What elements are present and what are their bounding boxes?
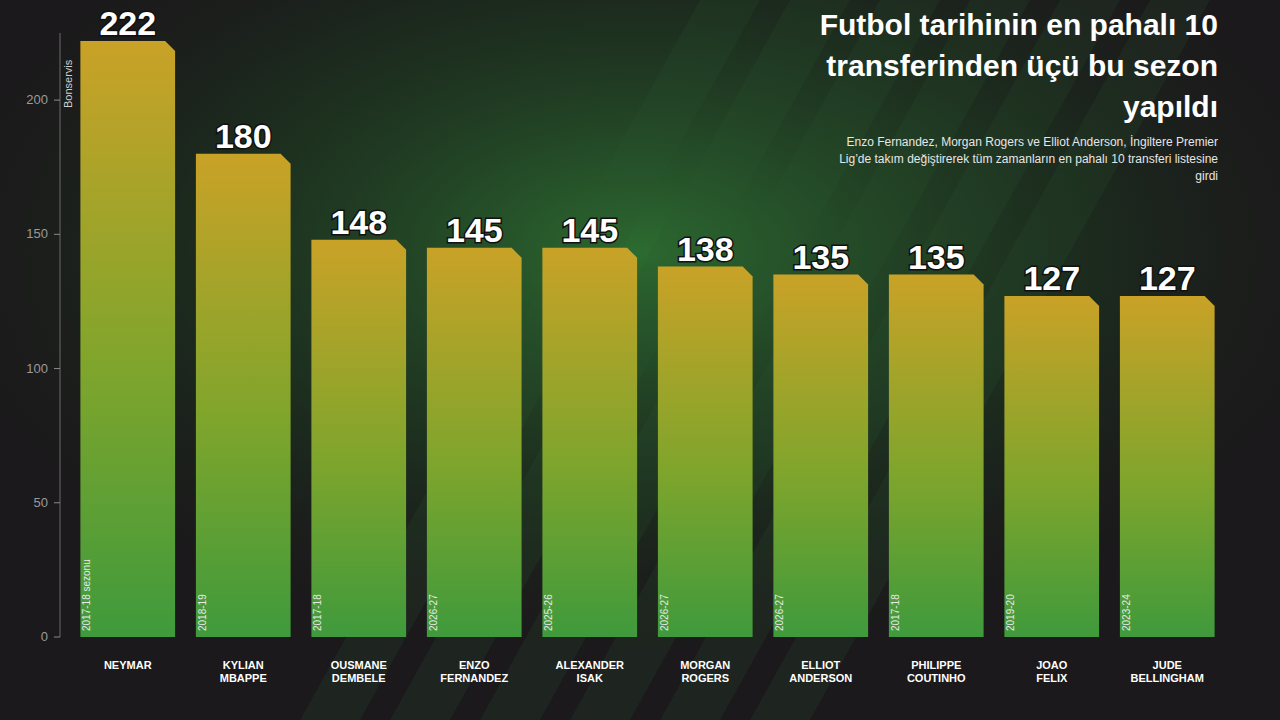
bars xyxy=(80,41,1214,637)
category-line: COUTINHO xyxy=(907,672,966,684)
decor-stripe xyxy=(570,0,1030,720)
subtitle: Enzo Fernandez, Morgan Rogers ve Elliot … xyxy=(818,134,1218,185)
season-label: 2026-27 xyxy=(428,594,439,631)
category-line: MORGAN xyxy=(680,659,730,671)
y-tick-label: 0 xyxy=(41,629,48,644)
category-line: FERNANDEZ xyxy=(440,672,508,684)
category-label: ENZOFERNANDEZ xyxy=(440,659,508,684)
background-glow xyxy=(0,0,1280,720)
category-line: KYLIAN xyxy=(223,659,264,671)
data-label: 135 xyxy=(792,238,849,276)
category-line: FELIX xyxy=(1036,672,1068,684)
category-label: OUSMANEDEMBELE xyxy=(331,659,387,684)
y-tick xyxy=(54,234,60,235)
category-label: KYLIANMBAPPE xyxy=(220,659,267,684)
category-line: NEYMAR xyxy=(104,659,152,671)
category-line: MBAPPE xyxy=(220,672,267,684)
decor-stripe xyxy=(300,0,760,720)
y-tick-label: 150 xyxy=(26,226,48,241)
y-tick-label: 200 xyxy=(26,92,48,107)
category-line: ISAK xyxy=(577,672,603,684)
category-label: MORGANROGERS xyxy=(680,659,730,684)
category-line: JOAO xyxy=(1036,659,1068,671)
season-label: 2023-24 xyxy=(1121,594,1132,631)
bar xyxy=(658,267,753,637)
category-label: NEYMAR xyxy=(104,659,152,671)
data-label: 127 xyxy=(1023,259,1080,297)
stage: 0 50 100 150 200 Bonservis 222 2017-18 sezonu NE… xyxy=(0,0,1280,720)
season-label: 2026-27 xyxy=(659,594,670,631)
y-tick xyxy=(54,368,60,369)
labels: 2222017-18 sezonuNEYMAR1802018-19KYLIANM… xyxy=(81,4,1204,684)
season-label: 2017-18 xyxy=(312,594,323,631)
category-line: ALEXANDER xyxy=(556,659,625,671)
bar xyxy=(427,248,522,637)
bar xyxy=(196,154,291,637)
season-label: 2025-26 xyxy=(543,594,554,631)
bar xyxy=(311,240,406,637)
data-label: 138 xyxy=(677,230,734,268)
data-label: 180 xyxy=(215,117,272,155)
category-line: ENZO xyxy=(459,659,490,671)
bar xyxy=(542,248,637,637)
background xyxy=(0,0,1280,720)
data-label: 145 xyxy=(561,211,618,249)
y-tick xyxy=(54,502,60,503)
category-line: ROGERS xyxy=(681,672,729,684)
season-label: 2026-27 xyxy=(774,594,785,631)
y-tick-label: 50 xyxy=(34,495,48,510)
category-line: ANDERSON xyxy=(789,672,852,684)
data-label: 145 xyxy=(446,211,503,249)
season-label: 2018-19 xyxy=(197,594,208,631)
season-label: 2019-20 xyxy=(1005,594,1016,631)
bar xyxy=(1120,296,1215,637)
data-label: 222 xyxy=(99,4,156,42)
y-tick-label: 100 xyxy=(26,361,48,376)
season-label: 2017-18 xyxy=(890,594,901,631)
category-label: JUDEBELLINGHAM xyxy=(1131,659,1204,684)
category-label: PHILIPPECOUTINHO xyxy=(907,659,966,684)
bar xyxy=(1004,296,1099,637)
bar xyxy=(889,275,984,637)
category-line: DEMBELE xyxy=(332,672,386,684)
category-line: ELLIOT xyxy=(801,659,840,671)
y-tick xyxy=(54,100,60,101)
category-line: OUSMANE xyxy=(331,659,387,671)
chart: 0 50 100 150 200 Bonservis 222 2017-18 sezonu NE… xyxy=(0,0,1280,720)
category-line: JUDE xyxy=(1153,659,1182,671)
bar xyxy=(773,275,868,637)
y-tick xyxy=(54,637,60,638)
season-label: 2017-18 sezonu xyxy=(81,559,92,631)
title: Futbol tarihinin en pahalı 10 transferin… xyxy=(748,4,1218,127)
data-label: 135 xyxy=(908,238,965,276)
category-line: PHILIPPE xyxy=(911,659,961,671)
category-line: BELLINGHAM xyxy=(1131,672,1204,684)
category-label: ELLIOTANDERSON xyxy=(789,659,852,684)
bar xyxy=(80,41,175,637)
category-label: ALEXANDERISAK xyxy=(556,659,625,684)
y-axis-line xyxy=(60,33,61,637)
data-label: 127 xyxy=(1139,259,1196,297)
category-label: JOAOFELIX xyxy=(1036,659,1068,684)
y-axis-label: Bonservis xyxy=(62,59,74,108)
data-label: 148 xyxy=(330,203,387,241)
